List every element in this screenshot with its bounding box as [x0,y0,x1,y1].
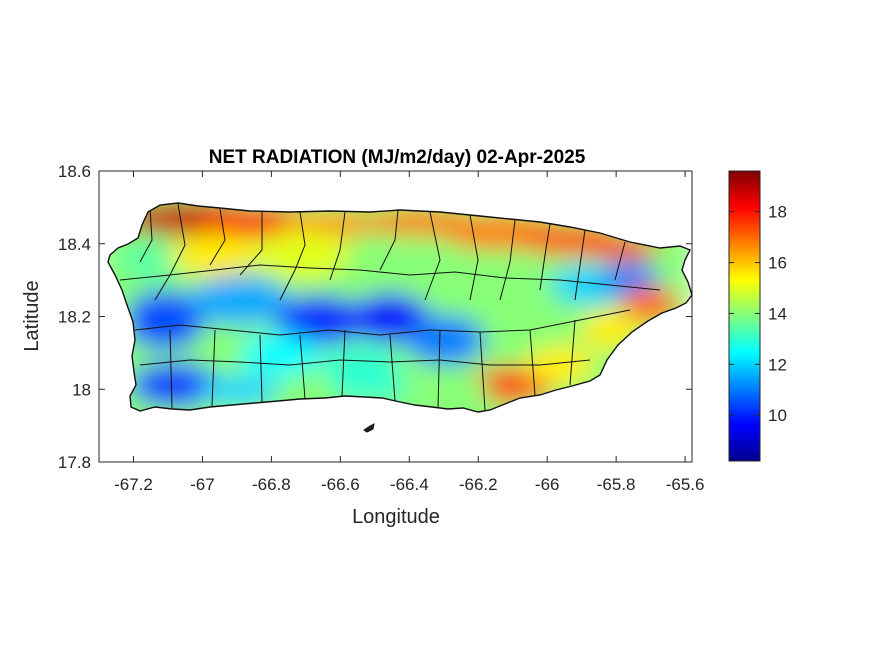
x-tick-label: -67 [190,475,215,494]
municipality-boundary [139,359,591,366]
x-tick-label: -66.4 [390,475,429,494]
x-tick-label: -66.2 [459,475,498,494]
municipality-boundary [259,334,263,403]
municipality-boundary [614,241,626,281]
x-tick-label: -65.6 [666,475,705,494]
caja-de-muertos-island [363,423,375,433]
y-axis: 18.6 18.4 18.2 18 17.8 [58,162,692,472]
municipality-boundary [209,208,226,266]
map-title: NET RADIATION (MJ/m2/day) 02-Apr-2025 [209,147,586,168]
y-axis-label: Latitude [21,280,43,351]
municipality-boundary [424,211,441,301]
municipality-boundary [529,329,536,396]
colorbar-tick-label: 10 [768,406,787,425]
municipality-boundary [154,203,186,301]
y-tick-label: 18.6 [58,162,91,181]
y-tick-label: 18 [72,380,91,399]
x-axis-label: Longitude [352,506,440,528]
municipality-boundary [574,229,586,301]
colorbar-gradient [728,170,761,462]
municipality-boundary [279,211,306,301]
municipality-boundary [341,329,346,397]
municipality-boundary [329,211,346,281]
municipality-boundary [211,329,216,407]
colorbar-tick-label: 12 [768,355,787,374]
x-tick-label: -67.2 [114,475,153,494]
x-tick-label: -66.8 [252,475,291,494]
colorbar: 18 16 14 12 10 [728,170,787,462]
municipality-boundary [479,331,486,411]
colorbar-tick-label: 14 [768,304,787,323]
municipality-boundary [309,267,661,291]
y-tick-label: 18.4 [58,235,91,254]
municipality-boundary [379,209,399,271]
municipality-boundary [437,329,441,409]
island-outline [107,202,693,413]
radiation-field [108,203,692,412]
municipality-boundary [539,223,551,291]
municipality-boundary [499,219,516,301]
municipality-boundary [469,214,479,301]
y-tick-label: 17.8 [58,453,91,472]
municipality-boundary [389,334,396,402]
municipality-boundary [169,329,173,409]
colorbar-ticks: 18 16 14 12 10 [729,203,787,425]
x-tick-label: -65.8 [597,475,636,494]
municipality-boundary [299,334,306,400]
municipality-boundary [119,264,311,281]
colorbar-tick-label: 18 [768,203,787,222]
x-tick-label: -66.6 [321,475,360,494]
x-axis: -67.2 -67 -66.8 -66.6 -66.4 -66.2 -66 -65.8 -65.… [114,171,704,494]
municipality-boundary [134,309,631,336]
municipality-boundaries [119,203,661,411]
x-tick-label: -66 [535,475,560,494]
y-tick-label: 18.2 [58,308,91,327]
municipality-boundary [569,319,576,386]
municipality-boundary [139,207,153,263]
colorbar-tick-label: 16 [768,254,787,273]
